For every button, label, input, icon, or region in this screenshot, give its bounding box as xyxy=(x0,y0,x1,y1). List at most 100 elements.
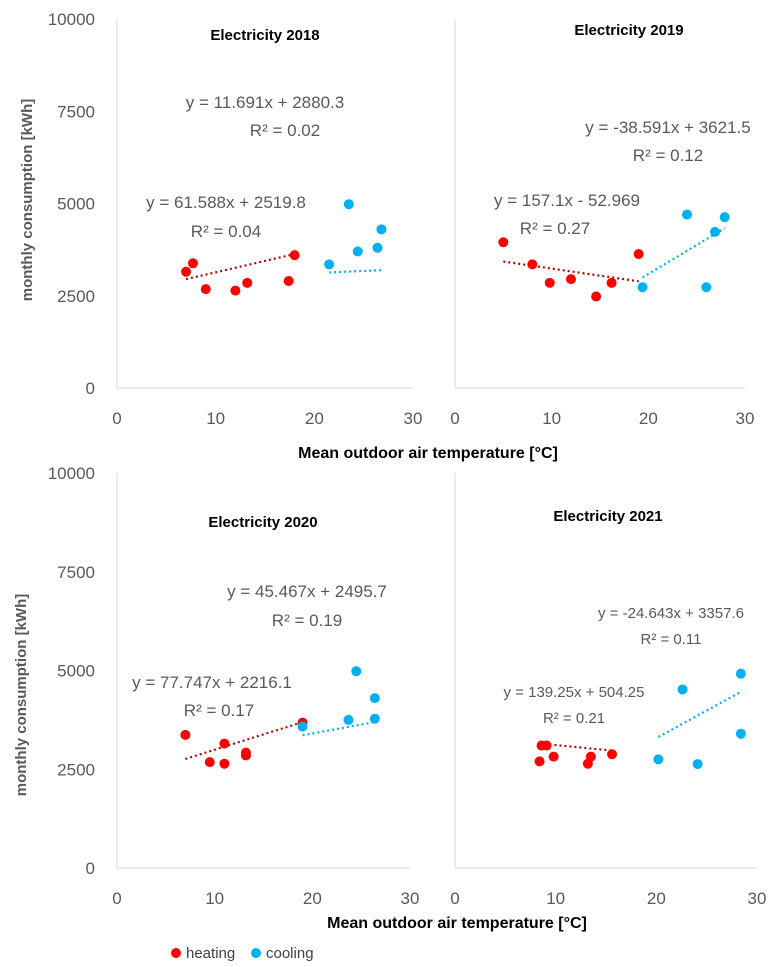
cooling-trend-r2: R² = 0.19 xyxy=(272,611,342,630)
legend-heating-label: heating xyxy=(186,945,235,962)
x-tick-label: 30 xyxy=(736,409,755,428)
panel-title: Electricity 2020 xyxy=(208,514,317,531)
heating-point xyxy=(527,259,538,270)
cooling-point xyxy=(735,668,746,679)
x-tick-label: 30 xyxy=(748,889,767,908)
x-tick-label: 10 xyxy=(546,889,565,908)
heating-trend-r2: R² = 0.04 xyxy=(191,222,261,241)
cooling-point xyxy=(343,199,354,210)
x-tick-label: 0 xyxy=(112,889,121,908)
x-tick-label: 20 xyxy=(647,889,666,908)
cooling-point xyxy=(369,693,380,704)
heating-point xyxy=(498,237,509,248)
cooling-trend-equation: y = 45.467x + 2495.7 xyxy=(227,582,387,601)
chart-panel-1: 0 2500 5000 7500 10000 0 10 20 30 Electricity 201… xyxy=(48,10,423,428)
heating-trend-equation: y = 77.747x + 2216.1 xyxy=(132,673,292,692)
x-axis-label-top: Mean outdoor air temperature [°C] xyxy=(298,445,558,462)
y-axis-label-top: monthly consumption [kWh] xyxy=(19,99,36,301)
cooling-trendline xyxy=(657,690,742,738)
y-tick-label: 5000 xyxy=(57,662,95,681)
y-tick-label: 5000 xyxy=(57,195,95,214)
cooling-point xyxy=(324,259,335,270)
heating-point xyxy=(585,751,596,762)
x-tick-label: 30 xyxy=(401,889,420,908)
heating-point xyxy=(591,291,602,302)
x-tick-label: 10 xyxy=(205,889,224,908)
x-tick-label: 0 xyxy=(450,409,459,428)
heating-trend-equation: y = 139.25x + 504.25 xyxy=(504,684,645,701)
heating-point xyxy=(204,757,215,768)
cooling-point xyxy=(682,209,692,220)
panel-title: Electricity 2018 xyxy=(210,27,319,44)
x-tick-label: 0 xyxy=(450,889,459,908)
legend-heating-marker xyxy=(171,948,181,958)
cooling-point xyxy=(719,212,730,223)
y-tick-label: 10000 xyxy=(48,10,95,29)
cooling-trend-equation: y = 11.691x + 2880.3 xyxy=(186,93,344,112)
y-tick-label: 10000 xyxy=(48,464,95,483)
cooling-trend-equation: y = -38.591x + 3621.5 xyxy=(585,118,750,137)
y-tick-label: 7500 xyxy=(57,563,95,582)
x-tick-label: 0 xyxy=(112,409,121,428)
heating-point xyxy=(240,747,251,758)
heating-trend-equation: y = 61.588x + 2519.8 xyxy=(146,193,306,212)
heating-point xyxy=(181,266,192,277)
x-tick-label: 10 xyxy=(206,409,225,428)
cooling-trendline xyxy=(302,720,376,737)
cooling-trend-equation: y = -24.643x + 3357.6 xyxy=(598,605,744,622)
cooling-point xyxy=(692,759,703,770)
heating-trend-r2: R² = 0.21 xyxy=(543,710,605,727)
panel-title: Electricity 2021 xyxy=(553,508,662,525)
cooling-trendline xyxy=(329,269,382,274)
legend-cooling-label: cooling xyxy=(266,945,314,962)
heating-point xyxy=(187,258,198,269)
heating-point xyxy=(541,740,552,751)
heating-point xyxy=(200,284,211,295)
heating-trendline xyxy=(185,721,303,761)
x-axis-label-bottom: Mean outdoor air temperature [°C] xyxy=(327,915,587,932)
x-tick-label: 30 xyxy=(404,409,423,428)
cooling-point xyxy=(351,666,362,677)
cooling-point xyxy=(352,246,363,257)
heating-point xyxy=(566,274,576,285)
cooling-point xyxy=(637,282,648,293)
cooling-point xyxy=(710,226,721,237)
x-tick-label: 10 xyxy=(542,409,561,428)
heating-trend-equation: y = 157.1x - 52.969 xyxy=(494,191,640,210)
cooling-trendline xyxy=(641,227,726,279)
cooling-trend-r2: R² = 0.11 xyxy=(640,631,701,648)
heating-point xyxy=(242,277,253,288)
heating-point xyxy=(219,758,230,769)
cooling-point xyxy=(297,721,308,732)
heating-point xyxy=(534,756,545,767)
heating-point xyxy=(289,250,300,261)
heating-trendline xyxy=(185,253,295,281)
x-tick-label: 20 xyxy=(305,409,324,428)
cooling-point xyxy=(369,713,380,724)
heating-trend-r2: R² = 0.27 xyxy=(520,219,590,238)
heating-point xyxy=(607,749,618,760)
heating-point xyxy=(283,275,294,286)
heating-point xyxy=(544,277,555,288)
cooling-point xyxy=(701,282,712,293)
heating-point xyxy=(606,277,617,288)
chart-panel-3: 0 2500 5000 7500 10000 0 10 20 30 Electricity 202… xyxy=(48,464,420,908)
heating-point xyxy=(548,751,559,762)
chart-panel-4: 0 10 20 30 Electricity 2021 y = -24.643x + 33… xyxy=(450,473,766,908)
cooling-trend-r2: R² = 0.12 xyxy=(633,146,703,165)
cooling-point xyxy=(343,714,354,725)
cooling-point xyxy=(653,754,664,765)
chart-panel-2: 0 10 20 30 Electricity 2019 y = -38.591x + 36… xyxy=(450,19,754,428)
y-tick-label: 7500 xyxy=(57,102,95,121)
heating-point xyxy=(180,729,191,740)
heating-point xyxy=(230,285,241,296)
y-tick-label: 0 xyxy=(86,859,95,878)
y-tick-label: 0 xyxy=(86,379,95,398)
heating-point xyxy=(219,738,230,749)
legend: heating cooling xyxy=(171,945,314,962)
heating-trend-r2: R² = 0.17 xyxy=(184,701,254,720)
panel-title: Electricity 2019 xyxy=(574,22,683,39)
x-tick-label: 20 xyxy=(303,889,322,908)
